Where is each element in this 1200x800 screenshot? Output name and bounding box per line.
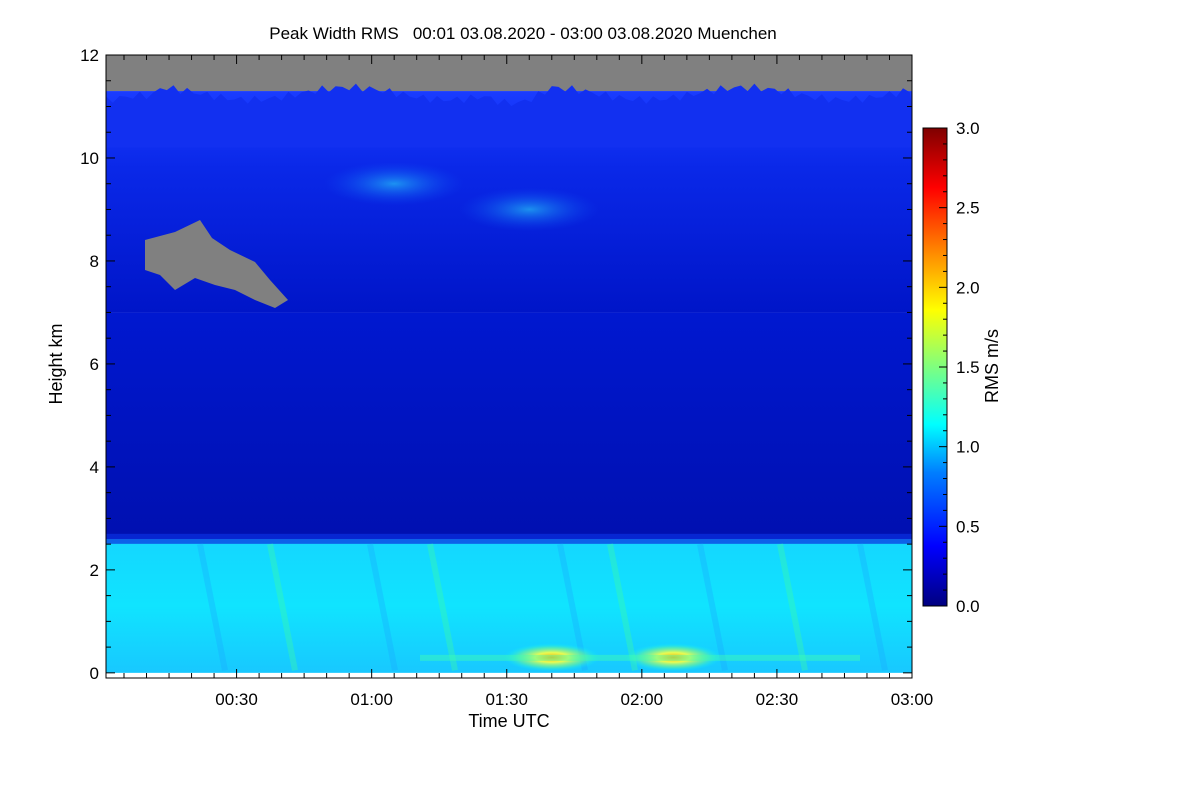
surface-hotspot (625, 643, 722, 672)
convective-streak (857, 543, 888, 671)
missing-data-patch (145, 220, 288, 308)
x-tick-label: 00:30 (215, 690, 258, 709)
convective-streak (367, 543, 398, 671)
y-axis-label: Height km (46, 323, 66, 404)
convective-streak (607, 543, 638, 671)
x-axis-label: Time UTC (468, 711, 549, 731)
upper-data-boundary (106, 83, 912, 148)
colorbar-ticks: 0.0 0.5 1.0 1.5 2.0 2.5 3.0 (939, 119, 980, 616)
colorbar-label: RMS m/s (982, 329, 1002, 403)
convective-streak (197, 543, 228, 671)
colorbar-tick-label: 2.5 (956, 199, 980, 218)
chart-title: Peak Width RMS 00:01 03.08.2020 - 03:00 … (269, 24, 777, 43)
colorbar-tick-label: 0.5 (956, 517, 980, 536)
surface-band (420, 654, 860, 661)
x-tick-label: 01:00 (350, 690, 393, 709)
jet-streak (459, 187, 600, 232)
heatmap-plot-area (106, 55, 912, 673)
surface-hotspot (503, 643, 600, 672)
x-tick-label: 02:00 (621, 690, 664, 709)
convective-streak (427, 543, 458, 671)
y-tick-label: 8 (90, 252, 99, 271)
x-axis: 00:30 01:00 01:30 02:00 02:30 03:00 (123, 55, 934, 709)
plot-frame (105, 54, 913, 679)
heatmap-layer (106, 538, 912, 673)
jet-streak (324, 161, 465, 206)
y-tick-label: 2 (90, 561, 99, 580)
colorbar-tick-label: 1.0 (956, 438, 980, 457)
y-axis: 0 2 4 6 8 10 12 (80, 46, 912, 683)
y-tick-label: 12 (80, 46, 99, 65)
convective-streak (697, 543, 728, 671)
colorbar-tick-label: 3.0 (956, 119, 980, 138)
x-tick-label: 03:00 (891, 690, 934, 709)
y-tick-label: 0 (90, 664, 99, 683)
heatmap-layer (106, 55, 912, 92)
y-tick-label: 4 (90, 458, 99, 477)
boundary-layer-top (106, 533, 912, 544)
x-tick-label: 02:30 (756, 690, 799, 709)
y-tick-label: 10 (80, 149, 99, 168)
convective-streak (267, 543, 298, 671)
heatmap-layer (106, 312, 912, 539)
x-tick-label: 01:30 (485, 690, 528, 709)
colorbar-tick-label: 0.0 (956, 597, 980, 616)
colorbar-tick-label: 2.0 (956, 278, 980, 297)
y-tick-label: 6 (90, 355, 99, 374)
convective-streak (777, 543, 808, 671)
colorbar-tick-label: 1.5 (956, 358, 980, 377)
